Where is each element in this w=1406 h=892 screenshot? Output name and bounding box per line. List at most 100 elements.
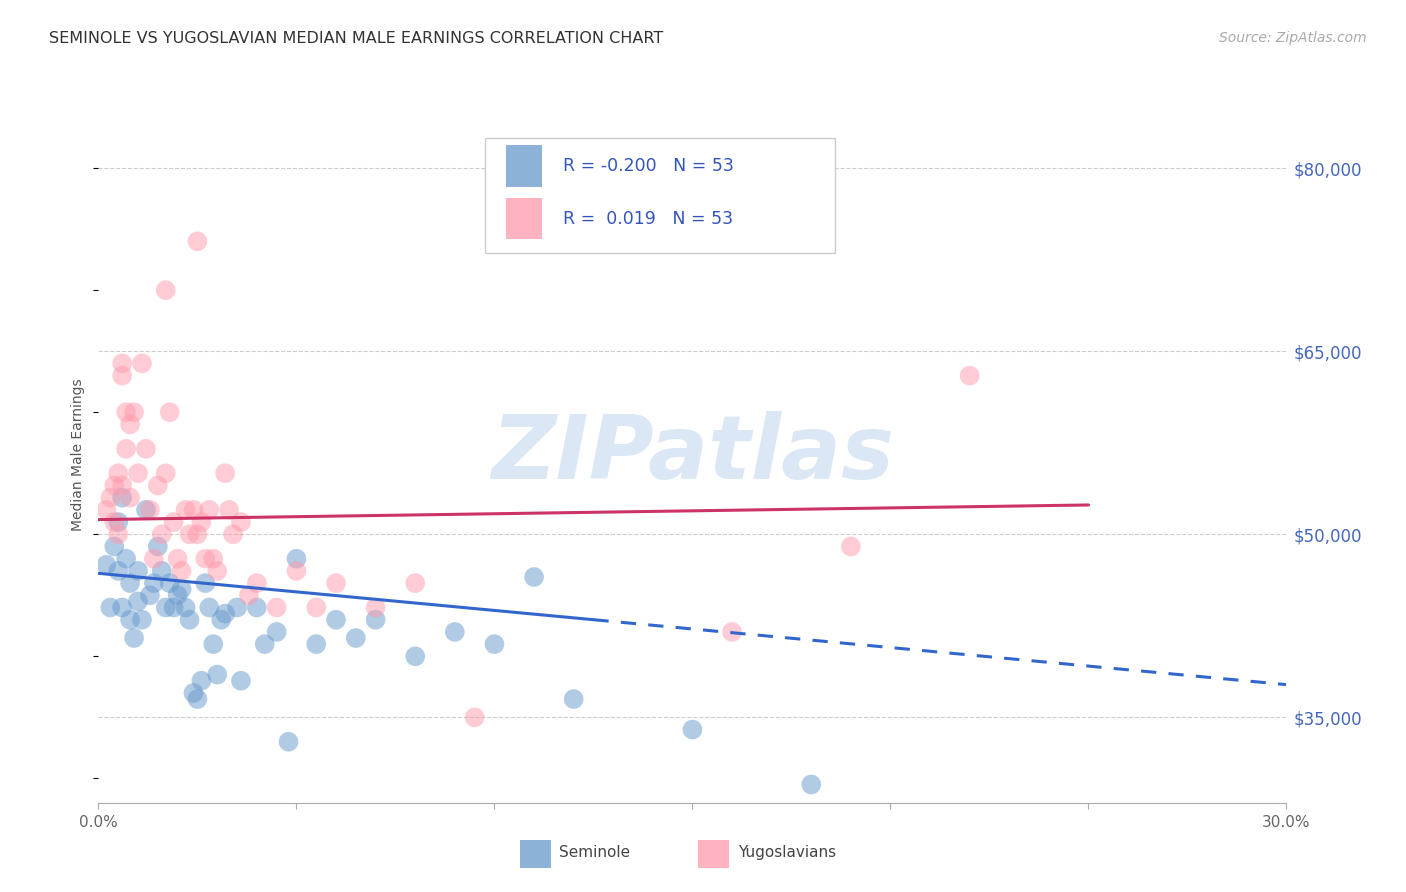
Point: [179, 527, 201, 541]
Point: [103, 515, 125, 529]
Bar: [520, 840, 551, 868]
Point: [131, 613, 153, 627]
Point: [266, 624, 288, 639]
Point: [155, 283, 177, 297]
Point: [127, 467, 149, 481]
Point: [103, 478, 125, 492]
Point: [209, 613, 232, 627]
Point: [170, 564, 193, 578]
Point: [218, 503, 240, 517]
Point: [202, 551, 225, 566]
Point: [127, 564, 149, 578]
Point: [122, 405, 145, 419]
Point: [285, 551, 308, 566]
Point: [111, 356, 134, 370]
Point: [186, 692, 208, 706]
Point: [305, 637, 328, 651]
Point: [190, 515, 212, 529]
Point: [96, 503, 118, 517]
Point: [484, 637, 506, 651]
Point: [174, 503, 197, 517]
Point: [122, 631, 145, 645]
Point: [229, 515, 252, 529]
Point: [404, 576, 426, 591]
Point: [159, 576, 181, 591]
Point: [194, 551, 217, 566]
Point: [214, 607, 236, 621]
Point: [325, 576, 347, 591]
Point: [98, 600, 121, 615]
Point: [266, 600, 288, 615]
Point: [120, 491, 142, 505]
Point: [107, 515, 129, 529]
Point: [120, 613, 142, 627]
Point: [111, 491, 134, 505]
Point: [166, 588, 188, 602]
Text: Yugoslavians: Yugoslavians: [738, 846, 835, 861]
Point: [207, 667, 229, 681]
Point: [115, 551, 138, 566]
Point: [150, 564, 173, 578]
Point: [246, 576, 269, 591]
Point: [170, 582, 193, 597]
Point: [131, 356, 153, 370]
Point: [253, 637, 276, 651]
Point: [107, 467, 129, 481]
Point: [159, 405, 181, 419]
Point: [107, 564, 129, 578]
Point: [142, 551, 165, 566]
Point: [135, 503, 157, 517]
Point: [190, 673, 212, 688]
Point: [127, 594, 149, 608]
Point: [142, 576, 165, 591]
Point: [198, 503, 221, 517]
Point: [183, 503, 205, 517]
Point: [344, 631, 367, 645]
Bar: [506, 198, 541, 239]
Point: [562, 692, 585, 706]
Text: R = -0.200   N = 53: R = -0.200 N = 53: [562, 157, 734, 175]
Point: [214, 467, 236, 481]
Point: [163, 600, 186, 615]
Point: [464, 710, 486, 724]
Point: [305, 600, 328, 615]
Point: [682, 723, 704, 737]
Point: [139, 588, 162, 602]
Point: [98, 491, 121, 505]
Point: [115, 442, 138, 456]
Point: [721, 624, 744, 639]
Point: [139, 503, 162, 517]
Point: [404, 649, 426, 664]
Point: [135, 442, 157, 456]
Point: [96, 558, 118, 572]
Point: [207, 564, 229, 578]
Point: [444, 624, 467, 639]
Point: [179, 613, 201, 627]
Point: [285, 564, 308, 578]
Point: [155, 600, 177, 615]
Text: ZIPatlas: ZIPatlas: [491, 411, 894, 499]
Text: Source: ZipAtlas.com: Source: ZipAtlas.com: [1219, 31, 1367, 45]
Point: [523, 570, 546, 584]
Point: [246, 600, 269, 615]
Point: [238, 588, 260, 602]
Point: [229, 673, 252, 688]
Point: [146, 478, 169, 492]
Point: [186, 527, 208, 541]
Point: [120, 576, 142, 591]
Point: [107, 527, 129, 541]
Point: [183, 686, 205, 700]
Point: [222, 527, 245, 541]
Point: [120, 417, 142, 432]
Point: [959, 368, 981, 383]
Point: [146, 540, 169, 554]
Point: [202, 637, 225, 651]
Point: [111, 478, 134, 492]
Point: [150, 527, 173, 541]
Point: [103, 540, 125, 554]
Point: [194, 576, 217, 591]
Text: Seminole: Seminole: [560, 846, 630, 861]
Point: [111, 368, 134, 383]
Point: [364, 613, 387, 627]
Point: [226, 600, 249, 615]
